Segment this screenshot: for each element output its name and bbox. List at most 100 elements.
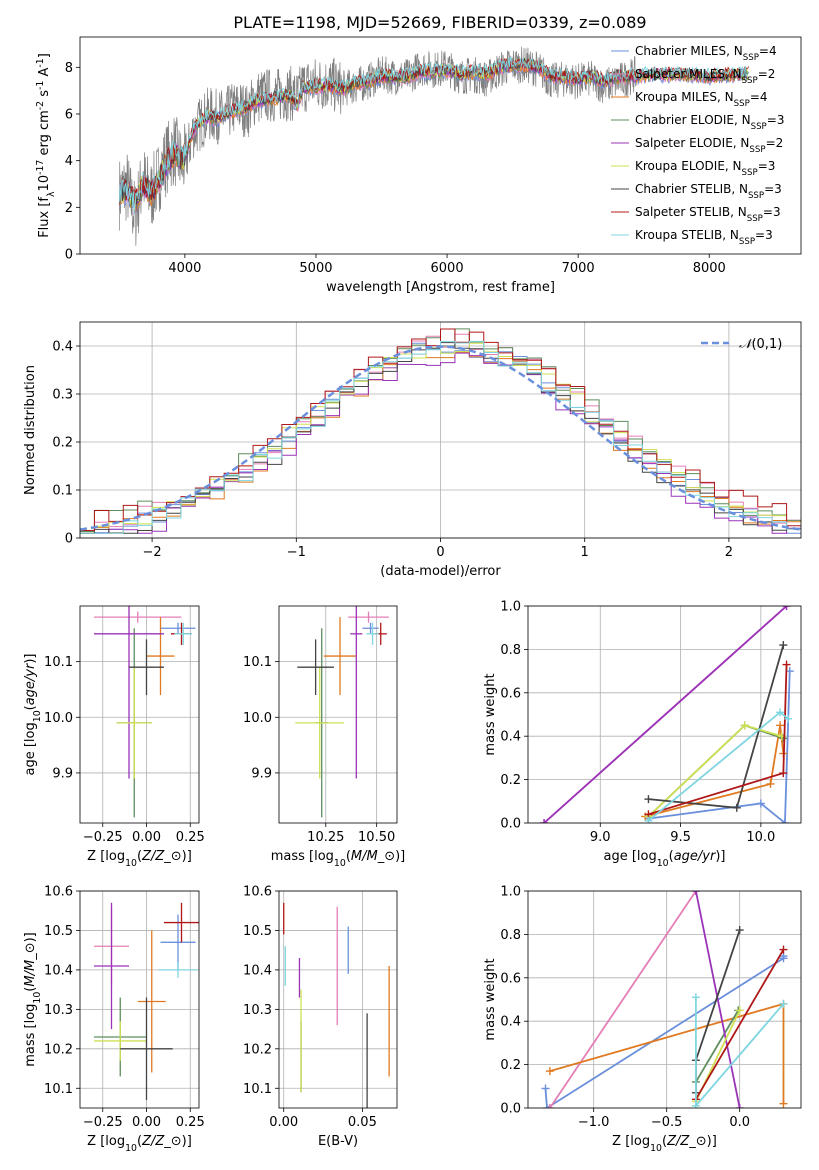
x-axis-label: (data-model)/error	[380, 564, 501, 579]
axes-frame	[278, 605, 398, 824]
y-tick-label: 10.0	[243, 711, 272, 726]
x-tick-label: 1	[581, 545, 589, 560]
x-tick-label: 8000	[693, 261, 726, 276]
x-tick-label: 9.5	[670, 830, 691, 845]
y-tick-label: 9.9	[251, 766, 272, 781]
x-tick-label: 7000	[562, 261, 595, 276]
x-axis-label: Z [log10(Z/Z_⊙)]	[612, 1134, 717, 1154]
model-spectrum-line	[118, 56, 749, 210]
legend: Chabrier MILES, NSSP=4 Salpeter MILES, NS…	[611, 44, 784, 247]
x-tick-label: −1.0	[578, 1115, 610, 1130]
histogram-step	[80, 340, 801, 534]
x-tick-label: −0.25	[83, 1115, 123, 1130]
x-tick-label: 10.50	[358, 830, 395, 845]
y-tick-label: 10.1	[44, 655, 73, 670]
y-tick-label: 10.4	[243, 963, 272, 978]
panels: 4000 5000 6000 7000 8000 0 2 4 6 8 wavelength [Ang…	[23, 36, 802, 1154]
y-tick-label: 10.3	[44, 1003, 73, 1018]
y-axis-label: Normed distribution	[23, 365, 38, 495]
weight-line	[694, 929, 741, 1093]
x-tick-label: 0.25	[176, 1115, 205, 1130]
y-tick-label: 0.4	[52, 340, 73, 355]
y-tick-label: 0.0	[500, 1102, 521, 1117]
y-tick-label: 10.6	[44, 885, 73, 900]
x-tick-label: 0.25	[176, 830, 205, 845]
y-axis-label: Flux [fλ10-17 erg cm-2 s-1 A-1]	[35, 53, 57, 238]
normal-reference-curve	[80, 345, 801, 531]
legend-label: Chabrier MILES, NSSP=4	[635, 44, 777, 63]
y-tick-label: 4	[65, 154, 73, 169]
y-tick-label: 2	[65, 201, 73, 216]
plot-area	[295, 606, 389, 818]
x-axis-label: E(B-V)	[318, 1134, 358, 1149]
legend-label: Salpeter ELODIE, NSSP=2	[635, 136, 783, 155]
y-tick-label: 0	[65, 532, 73, 547]
x-tick-label: −0.5	[651, 1115, 683, 1130]
panel-spectrum: 4000 5000 6000 7000 8000 0 2 4 6 8 wavelength [Ang…	[35, 36, 802, 295]
y-tick-label: 10.6	[243, 885, 272, 900]
histogram-step	[80, 342, 801, 534]
y-tick-label: 10.2	[44, 1042, 73, 1057]
weight-line	[695, 949, 785, 1100]
x-tick-label: 10.0	[746, 830, 775, 845]
panel-residual-distribution: −2 −1 0 1 2 0 0.1 0.2 0.3 0.4 (data-model)/error No…	[23, 321, 802, 579]
plot-area	[118, 46, 749, 246]
axes-frame	[79, 890, 200, 1109]
legend-label: Salpeter STELIB, NSSP=3	[635, 205, 781, 224]
legend-label: Salpeter MILES, NSSP=2	[635, 67, 775, 86]
x-tick-label: 9.0	[590, 830, 611, 845]
plot-area	[94, 606, 196, 818]
y-tick-label: 1.0	[500, 600, 521, 615]
y-tick-label: 10.2	[243, 1042, 272, 1057]
plot-area	[541, 891, 788, 1108]
panel-age-vs-z: −0.25 0.00 0.25 9.9 10.0 10.1 Z [log10(Z/Z_⊙)]…	[23, 605, 205, 869]
x-tick-label: 0.00	[132, 1115, 161, 1130]
weight-line	[695, 891, 741, 1108]
weight-line	[543, 606, 788, 823]
y-tick-label: 10.5	[243, 924, 272, 939]
x-tick-label: 0.00	[269, 1115, 298, 1130]
legend-label: Kroupa STELIB, NSSP=3	[635, 228, 773, 247]
y-tick-label: 10.4	[44, 963, 73, 978]
weight-line	[648, 671, 791, 823]
weight-line	[549, 891, 697, 1108]
panel-mass-weight-vs-z: −1.0 −0.5 0.0 0.0 0.2 0.4 0.6 0.8 1.0 Z [log10(Z/…	[483, 885, 802, 1154]
y-tick-label: 0.8	[500, 643, 521, 658]
x-tick-label: −0.25	[83, 830, 123, 845]
y-tick-label: 9.9	[52, 766, 73, 781]
panel-mass-vs-ebv: 0.00 0.05 10.1 10.2 10.3 10.4 10.5 10.6 E(B-V)	[243, 885, 398, 1149]
panel-mass-vs-z: −0.25 0.00 0.25 10.1 10.2 10.3 10.4 10.5 10.6 Z […	[23, 885, 205, 1154]
y-tick-label: 8	[65, 61, 73, 76]
x-tick-label: 10.25	[307, 830, 344, 845]
x-tick-label: 0.05	[348, 1115, 377, 1130]
weight-line	[647, 711, 789, 822]
legend: 𝒩(0,1)	[701, 337, 782, 352]
y-tick-label: 10.0	[44, 711, 73, 726]
axes-frame	[79, 36, 802, 255]
weight-line	[544, 956, 785, 1108]
y-tick-label: 0	[65, 248, 73, 263]
legend-label: Kroupa ELODIE, NSSP=3	[635, 159, 775, 178]
y-axis-label: age [log10(age/yr)]	[23, 653, 43, 775]
panel-mass-weight-vs-age: 9.0 9.5 10.0 0.0 0.2 0.4 0.6 0.8 1.0 age [log10(a…	[483, 600, 802, 869]
x-tick-label: 5000	[299, 261, 332, 276]
y-tick-label: 0.6	[500, 686, 521, 701]
x-tick-label: 6000	[431, 261, 464, 276]
x-tick-label: 2	[725, 545, 733, 560]
x-tick-label: −1	[287, 545, 306, 560]
y-tick-label: 10.1	[243, 1082, 272, 1097]
y-tick-label: 0.8	[500, 928, 521, 943]
y-tick-label: 0.4	[500, 1015, 521, 1030]
axes-frame	[527, 605, 802, 824]
plot-area	[283, 902, 390, 1108]
y-tick-label: 10.3	[243, 1003, 272, 1018]
weight-line	[648, 664, 788, 816]
histogram-step	[80, 328, 801, 532]
y-tick-label: 1.0	[500, 885, 521, 900]
legend-label: 𝒩(0,1)	[739, 337, 782, 352]
x-tick-label: 0	[436, 545, 444, 560]
y-axis-label: mass weight	[483, 673, 498, 755]
legend-label: Chabrier STELIB, NSSP=3	[635, 182, 782, 201]
y-tick-label: 10.1	[44, 1082, 73, 1097]
weight-line	[695, 1009, 739, 1083]
